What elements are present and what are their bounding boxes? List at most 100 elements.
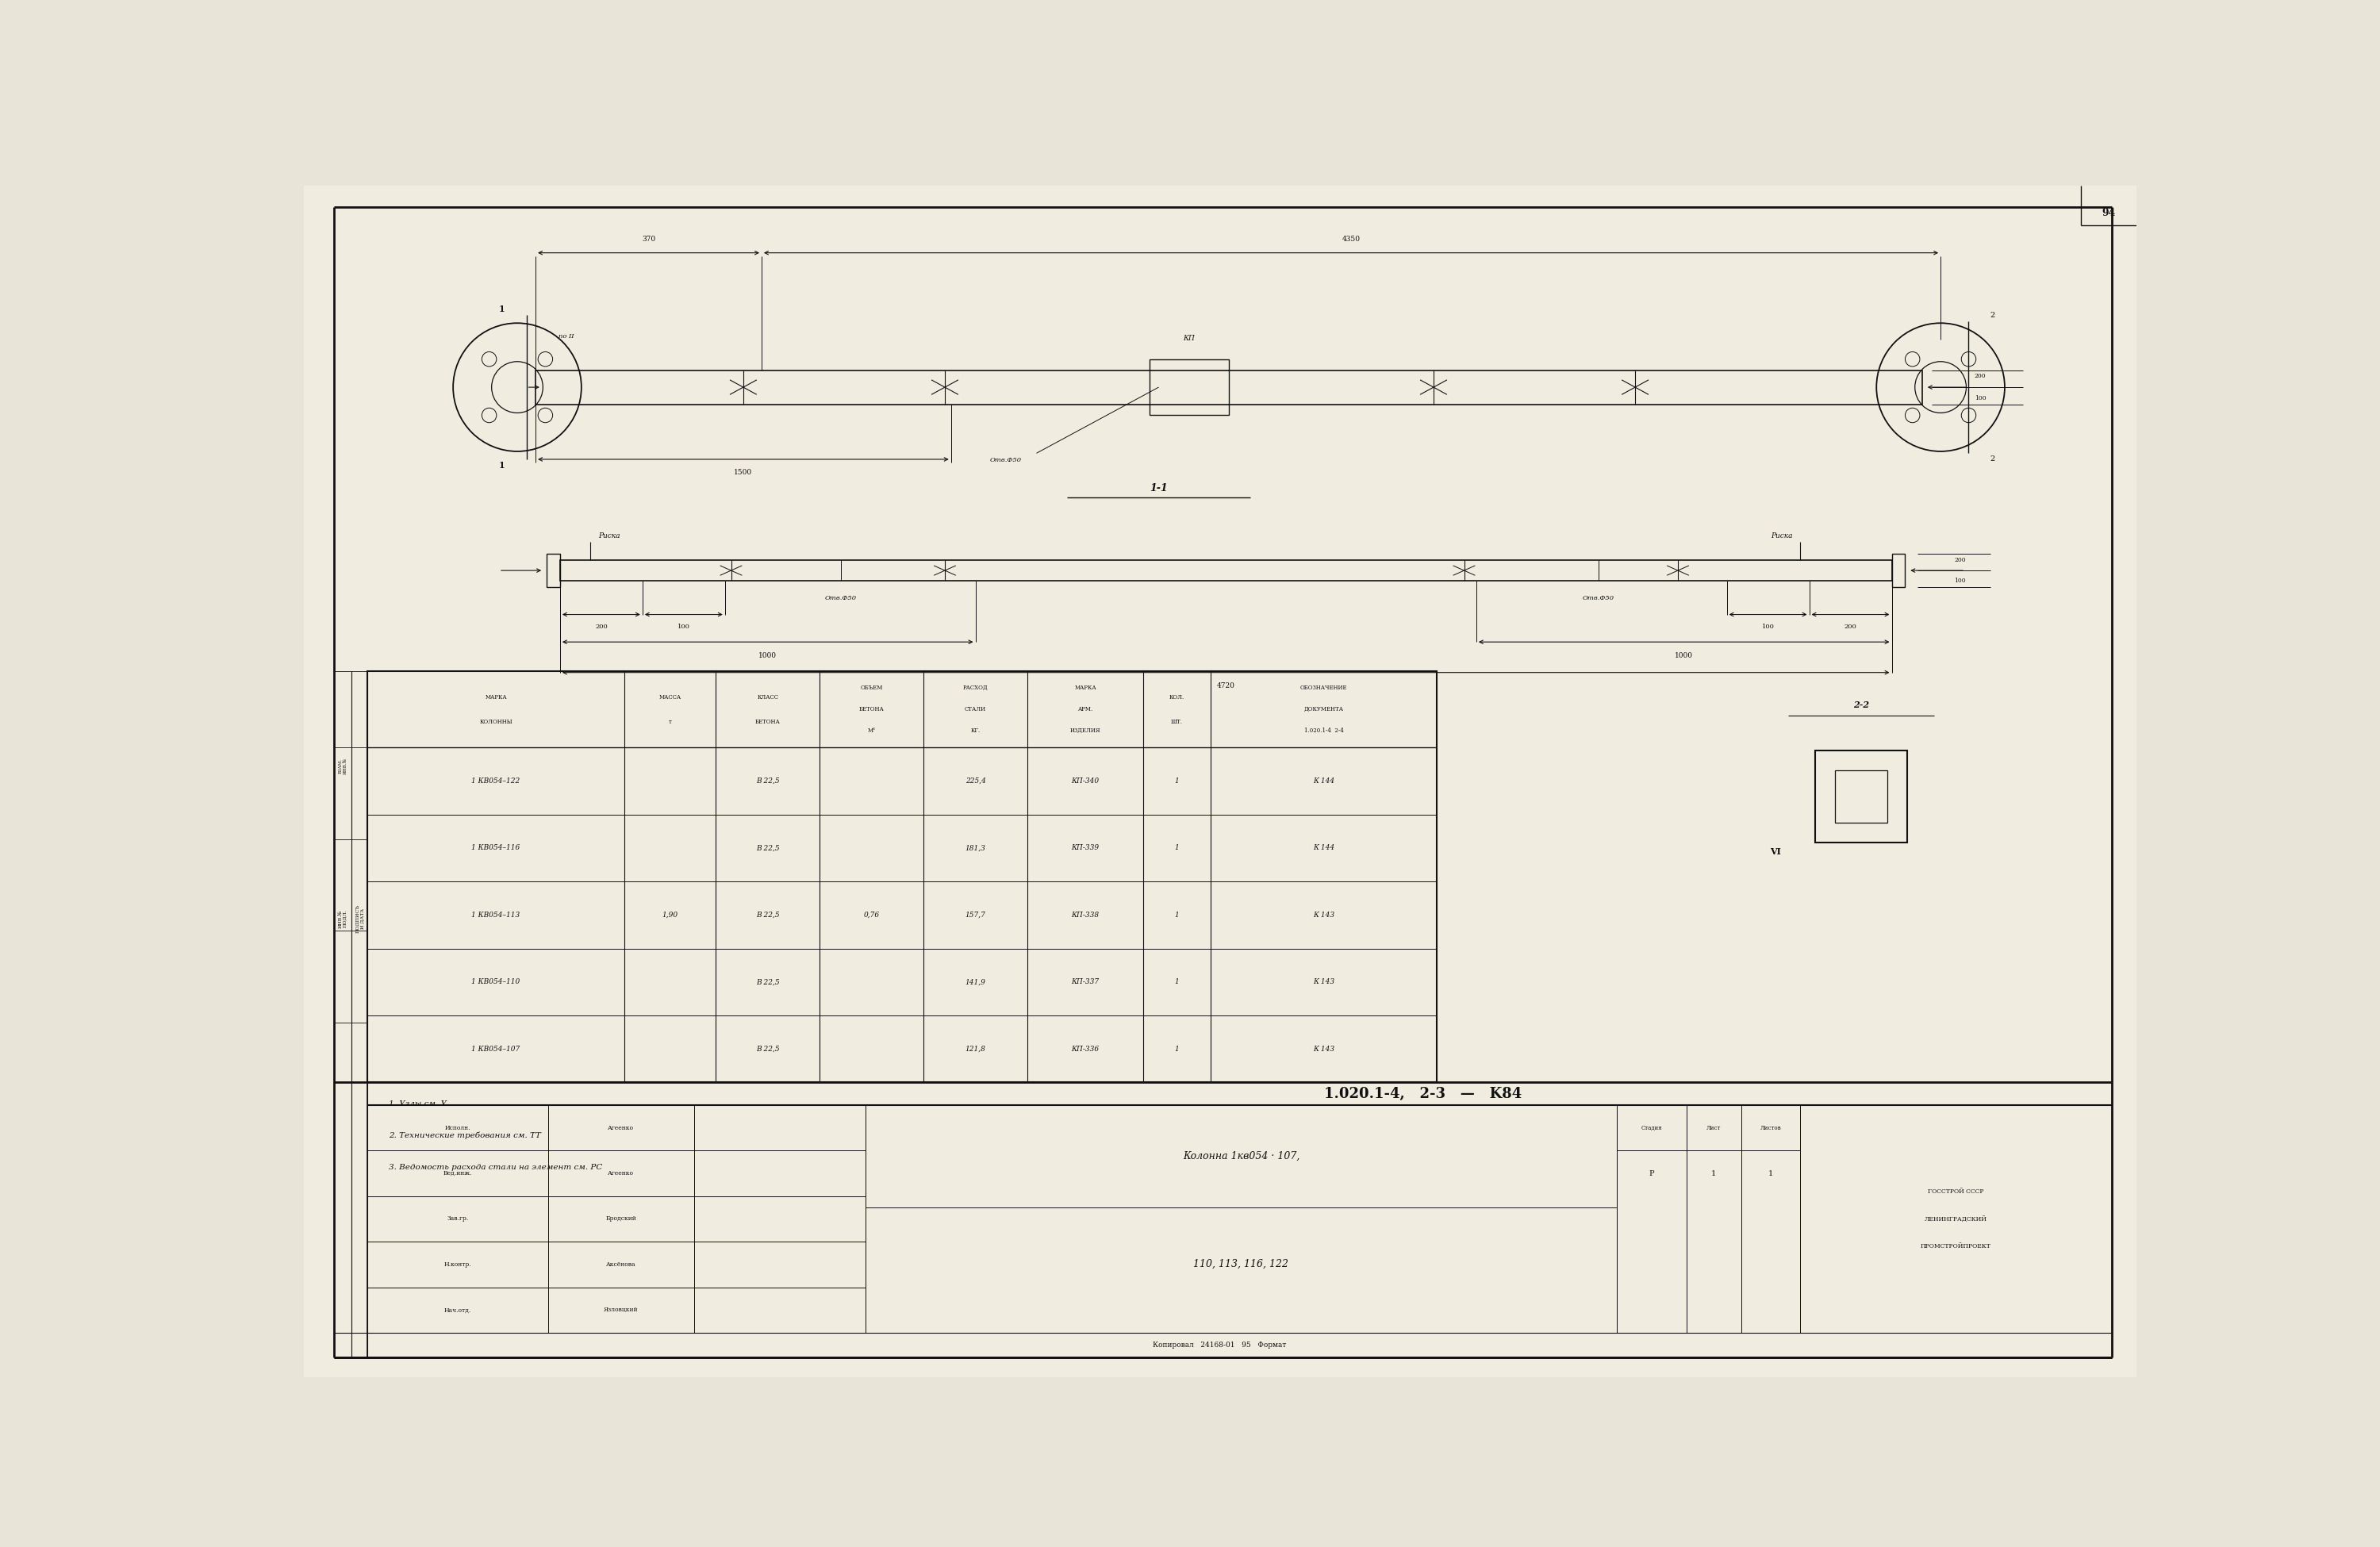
Text: Стадия: Стадия xyxy=(1642,1125,1661,1131)
Text: ПОДПИСЪ
И ДАТА: ПОДПИСЪ И ДАТА xyxy=(355,905,364,933)
Text: Листов: Листов xyxy=(1761,1125,1780,1131)
Text: Язловцкий: Язловцкий xyxy=(605,1307,638,1313)
Bar xyxy=(547,554,559,588)
Text: В 22,5: В 22,5 xyxy=(757,845,781,852)
Text: 1: 1 xyxy=(1176,845,1178,852)
Text: 1: 1 xyxy=(1176,911,1178,919)
Text: 110, 113, 116, 122: 110, 113, 116, 122 xyxy=(1192,1259,1288,1269)
Text: Отв.Ф50: Отв.Ф50 xyxy=(1583,594,1614,602)
Text: 100: 100 xyxy=(678,623,690,630)
Text: 4350: 4350 xyxy=(1342,235,1361,243)
Text: Агеенко: Агеенко xyxy=(607,1170,633,1177)
Text: Колонна 1кв054 · 107,: Колонна 1кв054 · 107, xyxy=(1183,1151,1299,1162)
Text: КП-336: КП-336 xyxy=(1071,1046,1100,1052)
Text: 1: 1 xyxy=(1176,778,1178,784)
Text: ГОССТРОЙ СССР: ГОССТРОЙ СССР xyxy=(1928,1188,1985,1194)
Text: 100: 100 xyxy=(1954,577,1966,583)
Text: 1: 1 xyxy=(500,305,505,314)
Text: В 22,5: В 22,5 xyxy=(757,778,781,784)
Text: 2-2: 2-2 xyxy=(1854,701,1868,709)
Text: КП-340: КП-340 xyxy=(1071,778,1100,784)
Text: 1 КВ054–107: 1 КВ054–107 xyxy=(471,1046,521,1052)
Text: Риска: Риска xyxy=(597,532,619,540)
Text: БЕТОНА: БЕТОНА xyxy=(859,707,883,713)
Text: 1: 1 xyxy=(1176,978,1178,985)
Text: КОЛОННЫ: КОЛОННЫ xyxy=(478,718,512,726)
Text: 141,9: 141,9 xyxy=(966,978,985,985)
Text: 2. Технические требования см. ТТ: 2. Технические требования см. ТТ xyxy=(388,1132,540,1139)
Text: В 22,5: В 22,5 xyxy=(757,1046,781,1052)
Text: ШТ.: ШТ. xyxy=(1171,718,1183,726)
Text: ОБЪЕМ: ОБЪЕМ xyxy=(859,685,883,692)
Text: В 22,5: В 22,5 xyxy=(757,911,781,919)
Text: Аксёнова: Аксёнова xyxy=(607,1261,635,1267)
Text: 225,4: 225,4 xyxy=(966,778,985,784)
Text: Агеенко: Агеенко xyxy=(607,1125,633,1131)
Text: 1000: 1000 xyxy=(1676,651,1692,659)
Text: 100: 100 xyxy=(1975,394,1985,401)
Text: КП-338: КП-338 xyxy=(1071,911,1100,919)
Text: 1: 1 xyxy=(1768,1170,1773,1177)
Text: 1 КВ054–110: 1 КВ054–110 xyxy=(471,978,521,985)
Text: по II: по II xyxy=(559,333,574,340)
Text: КП-337: КП-337 xyxy=(1071,978,1100,985)
Text: Риска: Риска xyxy=(1771,532,1792,540)
Text: КГ.: КГ. xyxy=(971,727,981,733)
Text: 1-1: 1-1 xyxy=(1150,483,1169,493)
Text: МАРКА: МАРКА xyxy=(1073,685,1097,692)
Bar xyxy=(367,671,1438,1083)
Text: 1.020.1-4,   2-3   —   K84: 1.020.1-4, 2-3 — K84 xyxy=(1323,1086,1521,1101)
Text: М³: М³ xyxy=(869,727,876,733)
Text: К 144: К 144 xyxy=(1314,778,1335,784)
Text: Копировал   24168-01   95   Формат: Копировал 24168-01 95 Формат xyxy=(1152,1341,1288,1349)
Text: Н.контр.: Н.контр. xyxy=(445,1261,471,1267)
Bar xyxy=(1150,360,1228,415)
Text: АРМ.: АРМ. xyxy=(1078,707,1092,713)
Text: P: P xyxy=(1649,1170,1654,1177)
Text: 2: 2 xyxy=(1990,456,1994,463)
Text: 1 КВ054–116: 1 КВ054–116 xyxy=(471,845,521,852)
Text: 1: 1 xyxy=(500,461,505,470)
Text: Лист: Лист xyxy=(1706,1125,1721,1131)
Text: К 143: К 143 xyxy=(1314,1046,1335,1052)
Text: 1 КВ054–122: 1 КВ054–122 xyxy=(471,778,521,784)
Text: Нач.отд.: Нач.отд. xyxy=(445,1307,471,1313)
Text: 1500: 1500 xyxy=(733,469,752,476)
Text: 181,3: 181,3 xyxy=(966,845,985,852)
Text: КЛАСС: КЛАСС xyxy=(757,695,778,701)
Bar xyxy=(1816,750,1906,842)
Text: 100: 100 xyxy=(1761,623,1775,630)
Text: 1. Узлы см. У: 1. Узлы см. У xyxy=(388,1100,447,1108)
Text: КП-339: КП-339 xyxy=(1071,845,1100,852)
Text: 157,7: 157,7 xyxy=(966,911,985,919)
Bar xyxy=(1892,554,1904,588)
Text: МАССА: МАССА xyxy=(659,695,681,701)
Text: 1 КВ054–113: 1 КВ054–113 xyxy=(471,911,521,919)
Text: КП: КП xyxy=(1183,334,1195,342)
Text: МАРКА: МАРКА xyxy=(486,695,507,701)
Text: 1,90: 1,90 xyxy=(662,911,678,919)
Text: Бродский: Бродский xyxy=(607,1216,635,1222)
Text: 1: 1 xyxy=(1711,1170,1716,1177)
Text: К 143: К 143 xyxy=(1314,978,1335,985)
Text: Отв.Ф50: Отв.Ф50 xyxy=(990,458,1021,464)
Text: Вед.инж.: Вед.инж. xyxy=(443,1170,471,1177)
Text: ОБОЗНАЧЕНИЕ: ОБОЗНАЧЕНИЕ xyxy=(1299,685,1347,692)
Text: т: т xyxy=(669,718,671,726)
Text: 200: 200 xyxy=(1844,623,1856,630)
Bar xyxy=(536,370,1923,404)
Text: ИЗДЕЛИЯ: ИЗДЕЛИЯ xyxy=(1071,727,1100,733)
Text: 1.020.1-4  2-4: 1.020.1-4 2-4 xyxy=(1304,727,1342,733)
Text: 2: 2 xyxy=(1990,311,1994,319)
Text: 1000: 1000 xyxy=(759,651,776,659)
Text: 94: 94 xyxy=(2102,207,2116,218)
Text: СТАЛИ: СТАЛИ xyxy=(964,707,985,713)
Text: 200: 200 xyxy=(1975,373,1985,379)
Text: РАСХОД: РАСХОД xyxy=(964,685,988,692)
Text: ДОКУМЕНТА: ДОКУМЕНТА xyxy=(1304,707,1342,713)
Text: 200: 200 xyxy=(595,623,607,630)
Text: К 143: К 143 xyxy=(1314,911,1335,919)
Text: ИНВ.№
ПОДЛ.: ИНВ.№ ПОДЛ. xyxy=(338,910,347,928)
Text: В 22,5: В 22,5 xyxy=(757,978,781,985)
Text: КОЛ.: КОЛ. xyxy=(1169,695,1185,701)
